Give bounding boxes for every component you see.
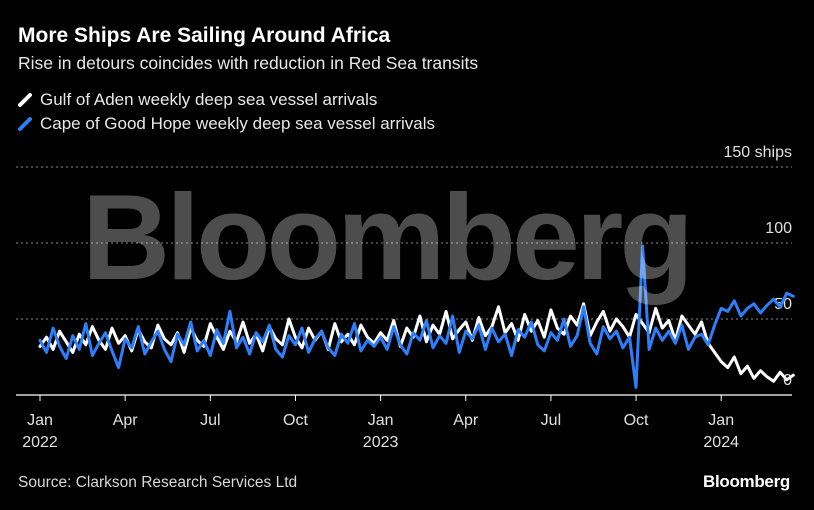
series-line-gulf-of-aden <box>38 302 795 383</box>
legend-label-gulf-of-aden: Gulf of Aden weekly deep sea vessel arri… <box>40 90 378 109</box>
legend: Gulf of Aden weekly deep sea vessel arri… <box>18 88 435 136</box>
x-tick-label-3: Oct <box>283 412 308 429</box>
y-tick-label-100: 100 <box>765 220 792 237</box>
x-tick-label-2: Jul <box>200 412 220 429</box>
legend-item-gulf-of-aden: Gulf of Aden weekly deep sea vessel arri… <box>18 88 435 112</box>
x-tick-label-6: Jul <box>541 412 561 429</box>
watermark-logo: Bloomberg <box>82 169 694 305</box>
x-tick-label-0: Jan <box>27 412 53 429</box>
x-tick-label-4: Jan <box>368 412 394 429</box>
legend-item-cape-of-good-hope: Cape of Good Hope weekly deep sea vessel… <box>18 112 435 136</box>
x-tick-year-2024: 2024 <box>703 434 739 451</box>
legend-swatch-gulf-of-aden <box>18 93 32 107</box>
y-tick-label-150: 150 ships <box>724 144 793 161</box>
legend-label-cape-of-good-hope: Cape of Good Hope weekly deep sea vessel… <box>40 114 435 133</box>
x-tick-year-2023: 2023 <box>363 434 399 451</box>
y-tick-label-50: 50 <box>774 296 792 313</box>
source-note: Source: Clarkson Research Services Ltd <box>18 474 298 491</box>
x-tick-label-5: Apr <box>453 412 479 429</box>
legend-swatch-cape-of-good-hope <box>18 117 32 131</box>
x-tick-label-7: Oct <box>624 412 649 429</box>
series-line-cape-of-good-hope <box>38 244 795 389</box>
x-tick-year-2022: 2022 <box>22 434 58 451</box>
chart-title: More Ships Are Sailing Around Africa <box>18 24 391 47</box>
x-tick-label-1: Apr <box>113 412 139 429</box>
x-tick-label-8: Jan <box>708 412 734 429</box>
chart-subtitle: Rise in detours coincides with reduction… <box>18 53 479 73</box>
brand-logo: Bloomberg <box>702 472 790 491</box>
